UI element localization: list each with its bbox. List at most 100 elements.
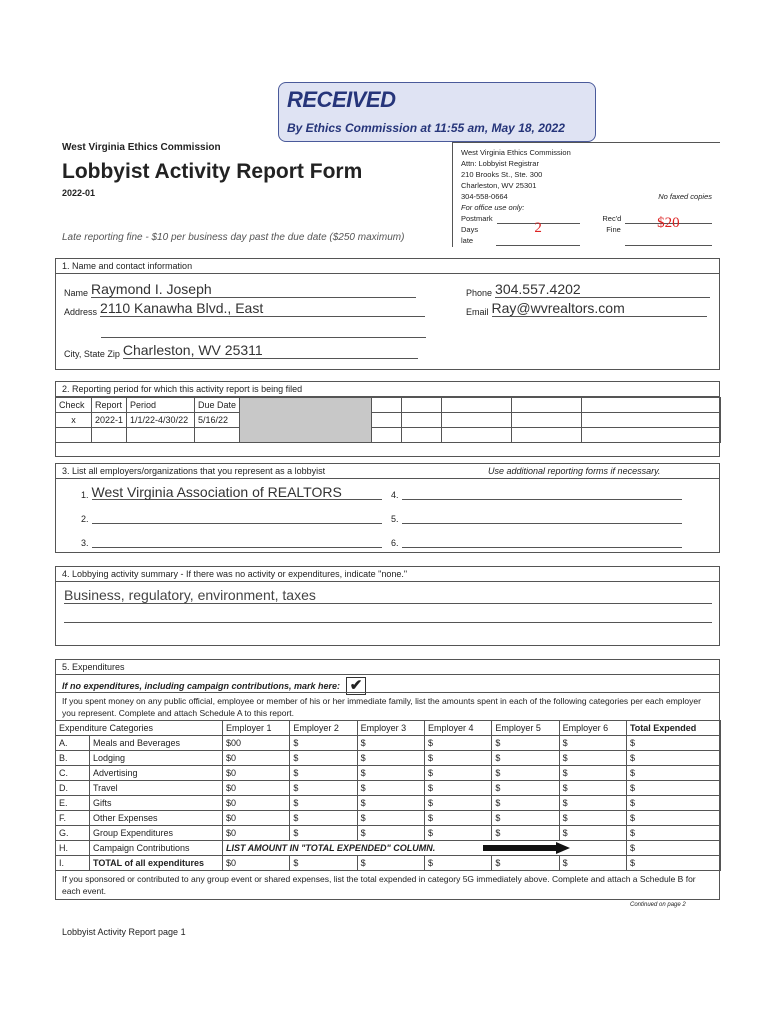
period-table: Check Report Period Due Date x 2022-1 1/1/22-… xyxy=(55,397,721,443)
amount-cell[interactable]: $ xyxy=(625,795,722,811)
amount-cell[interactable]: $ xyxy=(625,735,722,751)
amount-cell[interactable]: $ xyxy=(491,795,560,811)
category-cell: I. xyxy=(55,855,90,871)
amount-cell[interactable]: $ xyxy=(289,735,358,751)
employer-field[interactable] xyxy=(91,532,382,548)
amount-cell[interactable]: $ xyxy=(356,795,425,811)
amount-cell[interactable]: $0 xyxy=(221,780,291,796)
employer-field[interactable]: West Virginia Association of REALTORS xyxy=(91,484,382,500)
amount-cell[interactable]: $ xyxy=(558,810,627,826)
amount-cell[interactable]: $0 xyxy=(221,810,291,826)
amount-cell[interactable]: $ xyxy=(625,825,722,841)
amount-cell[interactable]: $ xyxy=(423,765,493,781)
employer-field[interactable] xyxy=(401,532,682,548)
employer-number: 5. xyxy=(391,514,399,524)
section-heading: 4. Lobbying activity summary - If there … xyxy=(56,567,719,582)
amount-cell[interactable]: $ xyxy=(289,750,358,766)
amount-cell[interactable]: $ xyxy=(558,780,627,796)
amount-cell[interactable]: $ xyxy=(356,735,425,751)
col-header: Employer 2 xyxy=(289,720,358,736)
amount-cell[interactable]: $ xyxy=(625,810,722,826)
amount-cell[interactable]: $ xyxy=(491,825,560,841)
office-line: Attn: Lobbyist Registrar xyxy=(461,159,539,168)
city-field[interactable]: Charleston, WV 25311 xyxy=(122,342,418,359)
amount-cell[interactable]: $ xyxy=(423,780,493,796)
report-cell: 2022-1 xyxy=(90,412,128,428)
amount-cell[interactable]: $ xyxy=(289,795,358,811)
employer-field[interactable] xyxy=(401,508,682,524)
amount-cell[interactable]: $ xyxy=(625,840,722,856)
amount-cell[interactable]: $00 xyxy=(221,735,291,751)
amount-cell[interactable]: $ xyxy=(491,750,560,766)
amount-cell[interactable]: $0 xyxy=(221,795,291,811)
employer-number: 6. xyxy=(391,538,399,548)
org-name: West Virginia Ethics Commission xyxy=(62,142,221,153)
address-field[interactable]: 2110 Kanawha Blvd., East xyxy=(100,300,426,317)
amount-cell[interactable]: $ xyxy=(423,810,493,826)
col-header: Employer 5 xyxy=(491,720,560,736)
table-row: G. Group Expenditures $0 $ $ $ $ $ $ xyxy=(55,825,722,841)
amount-cell[interactable]: $ xyxy=(289,810,358,826)
address-line-2 xyxy=(101,337,426,338)
amount-cell[interactable]: $ xyxy=(625,765,722,781)
table-row: D. Travel $0 $ $ $ $ $ $ xyxy=(55,780,722,796)
amount-cell[interactable]: $0 xyxy=(221,765,291,781)
amount-cell[interactable]: $ xyxy=(289,780,358,796)
late-fine-note: Late reporting fine - $10 per business d… xyxy=(62,232,405,243)
amount-cell[interactable]: $ xyxy=(423,855,493,871)
amount-cell[interactable]: $ xyxy=(356,825,425,841)
amount-cell[interactable]: $ xyxy=(625,750,722,766)
amount-cell[interactable]: $ xyxy=(423,825,493,841)
amount-cell[interactable]: $ xyxy=(356,765,425,781)
amount-cell[interactable]: $ xyxy=(625,855,722,871)
amount-cell[interactable]: $ xyxy=(356,780,425,796)
name-field[interactable]: Raymond I. Joseph xyxy=(91,281,417,298)
amount-cell[interactable]: $ xyxy=(289,825,358,841)
days-late-label: Days late xyxy=(461,225,479,245)
col-header: Employer 1 xyxy=(221,720,291,736)
no-expenditures-checkbox[interactable]: ✔ xyxy=(346,677,367,695)
amount-cell[interactable]: $ xyxy=(491,810,560,826)
amount-cell[interactable]: $ xyxy=(558,765,627,781)
employer-field[interactable] xyxy=(91,508,382,524)
phone-field[interactable]: 304.557.4202 xyxy=(495,281,711,298)
amount-cell[interactable]: $0 xyxy=(221,825,291,841)
employer-number: 2. xyxy=(81,514,89,524)
amount-cell[interactable]: $ xyxy=(423,795,493,811)
amount-cell[interactable]: $ xyxy=(423,735,493,751)
amount-cell[interactable]: $ xyxy=(356,855,425,871)
amount-cell[interactable]: $ xyxy=(491,735,560,751)
amount-cell[interactable]: $ xyxy=(558,825,627,841)
amount-cell[interactable]: $0 xyxy=(221,750,291,766)
activity-summary-field[interactable]: Business, regulatory, environment, taxes xyxy=(64,587,712,604)
amount-cell[interactable]: $ xyxy=(558,735,627,751)
amount-cell[interactable]: $ xyxy=(491,780,560,796)
amount-cell[interactable]: $ xyxy=(491,855,560,871)
category-cell: Advertising xyxy=(89,765,223,781)
employer-field[interactable] xyxy=(401,484,682,500)
employer-entry: 3. xyxy=(81,532,382,548)
amount-cell[interactable]: $ xyxy=(491,765,560,781)
city-label: City, State Zip xyxy=(64,349,120,359)
address-label: Address xyxy=(64,307,98,317)
amount-cell[interactable]: $ xyxy=(289,765,358,781)
section-name-contact: 1. Name and contact information Name Raym… xyxy=(55,258,720,370)
amount-cell[interactable]: $ xyxy=(558,750,627,766)
amount-cell[interactable]: $ xyxy=(625,780,722,796)
col-header: Report xyxy=(90,397,128,413)
check-cell[interactable]: x xyxy=(55,412,92,428)
amount-cell[interactable]: $ xyxy=(289,855,358,871)
amount-cell[interactable]: $ xyxy=(558,795,627,811)
col-header: Employer 6 xyxy=(558,720,627,736)
col-header: Employer 4 xyxy=(423,720,493,736)
section-heading: 2. Reporting period for which this activ… xyxy=(56,382,719,397)
section-activity-summary: 4. Lobbying activity summary - If there … xyxy=(55,566,720,646)
amount-cell[interactable]: $ xyxy=(558,855,627,871)
category-cell: Gifts xyxy=(89,795,223,811)
arrow-right-icon xyxy=(483,845,558,851)
email-field[interactable]: Ray@wvrealtors.com xyxy=(491,300,707,317)
amount-cell[interactable]: $ xyxy=(356,810,425,826)
amount-cell[interactable]: $0 xyxy=(221,855,291,871)
amount-cell[interactable]: $ xyxy=(356,750,425,766)
amount-cell[interactable]: $ xyxy=(423,750,493,766)
